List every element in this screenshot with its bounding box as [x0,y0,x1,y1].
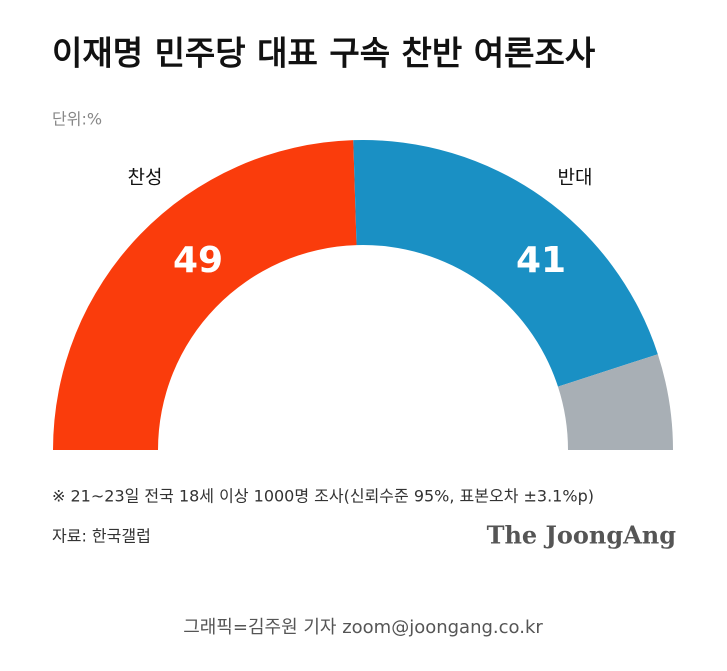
credit: 그래픽=김주원 기자 zoom@joongang.co.kr [183,617,543,638]
note: ※ 21~23일 전국 18세 이상 1000명 조사(신뢰수준 95%, 표본… [52,487,594,506]
arc-segment [53,140,357,451]
value-label: 49 [173,240,223,281]
value-label: 41 [516,240,566,281]
brand-logo: The JoongAng [487,521,677,550]
arc-segment [353,140,658,387]
arc-segment [557,354,673,450]
category-label: 반대 [558,167,593,189]
source: 자료: 한국갤럽 [52,527,151,546]
unit-label: 단위:% [52,110,102,129]
category-label: 찬성 [128,167,163,189]
chart-title: 이재명 민주당 대표 구속 찬반 여론조사 [52,34,596,73]
